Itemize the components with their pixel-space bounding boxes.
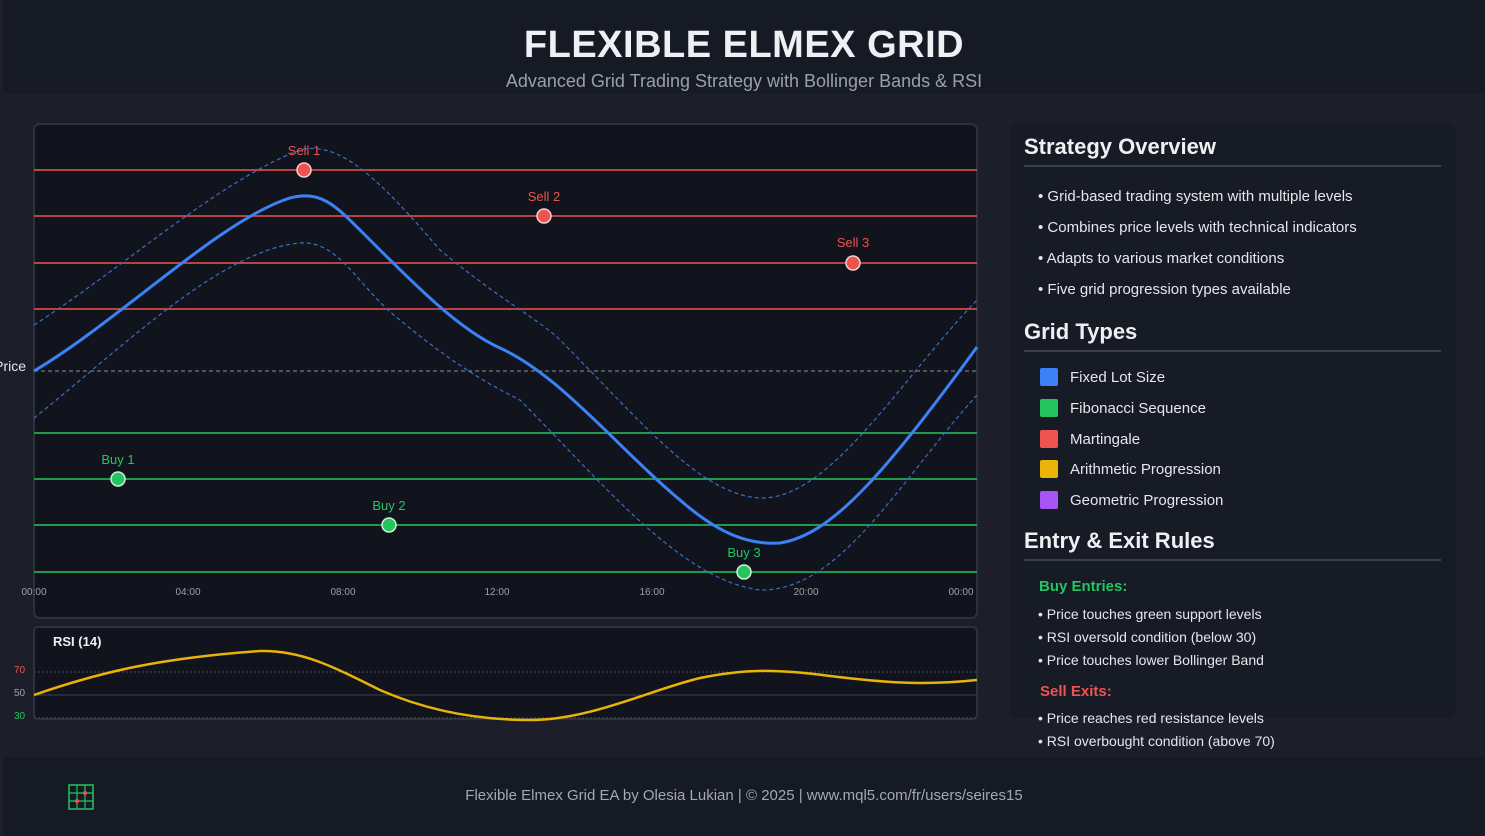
sell-marker[interactable] xyxy=(845,255,861,271)
buy-marker-label: Buy 3 xyxy=(727,545,760,560)
buy-entries-heading: Buy Entries: xyxy=(1039,578,1128,595)
sell-marker-label: Sell 1 xyxy=(288,143,321,158)
price-line xyxy=(33,194,979,545)
grid-types-heading: Grid Types xyxy=(1024,319,1441,352)
footer-text: Flexible Elmex Grid EA by Olesia Lukian … xyxy=(465,787,1023,804)
rsi-level-label: 50 xyxy=(14,688,26,699)
sell-rule: • Price reaches red resistance levels xyxy=(1038,710,1264,726)
buy-rule: • Price touches lower Bollinger Band xyxy=(1038,652,1264,668)
rsi-level-label: 70 xyxy=(14,665,26,676)
rsi-level-label: 30 xyxy=(14,711,26,722)
rsi-line xyxy=(33,649,978,722)
grid-type-label: Arithmetic Progression xyxy=(1070,460,1221,478)
color-swatch xyxy=(1040,491,1058,509)
grid-type-fibonacci: Fibonacci Sequence xyxy=(1040,399,1206,417)
grid-type-martingale: Martingale xyxy=(1040,430,1140,448)
grid-type-geometric: Geometric Progression xyxy=(1040,491,1223,509)
header: FLEXIBLE ELMEX GRID Advanced Grid Tradin… xyxy=(3,0,1485,93)
overview-item: • Adapts to various market conditions xyxy=(1038,250,1285,267)
info-panel xyxy=(1010,124,1456,718)
sell-marker-label: Sell 2 xyxy=(528,189,561,204)
buy-marker-label: Buy 1 xyxy=(101,452,134,467)
sell-marker-label: Sell 3 xyxy=(837,235,870,250)
time-tick-label: 00:00 xyxy=(21,587,46,598)
sell-marker[interactable] xyxy=(536,208,552,224)
grid-type-label: Fibonacci Sequence xyxy=(1070,399,1206,417)
color-swatch xyxy=(1040,368,1058,386)
time-tick-label: 04:00 xyxy=(175,587,200,598)
footer: Flexible Elmex Grid EA by Olesia Lukian … xyxy=(3,757,1485,836)
rsi-title: RSI (14) xyxy=(53,634,101,649)
rsi-panel-frame xyxy=(33,626,978,720)
color-swatch xyxy=(1040,399,1058,417)
sell-marker[interactable] xyxy=(296,162,312,178)
price-label: Price xyxy=(0,358,26,374)
page-title: FLEXIBLE ELMEX GRID xyxy=(523,24,965,66)
buy-rule: • Price touches green support levels xyxy=(1038,606,1262,622)
page-subtitle: Advanced Grid Trading Strategy with Boll… xyxy=(505,71,983,91)
color-swatch xyxy=(1040,460,1058,478)
lower-bollinger-band xyxy=(33,242,978,591)
time-tick-label: 20:00 xyxy=(793,587,818,598)
overview-item: • Grid-based trading system with multipl… xyxy=(1038,188,1353,205)
overview-item: • Combines price levels with technical i… xyxy=(1038,219,1357,236)
time-tick-label: 16:00 xyxy=(639,587,664,598)
time-tick-label: 00:00 xyxy=(948,587,973,598)
color-swatch xyxy=(1040,430,1058,448)
time-tick-label: 12:00 xyxy=(484,587,509,598)
sell-rule: • RSI overbought condition (above 70) xyxy=(1038,733,1275,749)
buy-marker-label: Buy 2 xyxy=(372,498,405,513)
grid-type-label: Fixed Lot Size xyxy=(1070,368,1166,386)
grid-type-arithmetic: Arithmetic Progression xyxy=(1040,460,1221,478)
strategy-overview-heading: Strategy Overview xyxy=(1024,134,1441,167)
buy-marker[interactable] xyxy=(381,517,397,533)
sell-exits-heading: Sell Exits: xyxy=(1040,683,1112,700)
buy-rule: • RSI oversold condition (below 30) xyxy=(1038,629,1257,645)
buy-marker[interactable] xyxy=(736,564,752,580)
overview-item: • Five grid progression types available xyxy=(1038,281,1291,298)
buy-marker[interactable] xyxy=(110,471,126,487)
grid-icon xyxy=(68,784,94,810)
time-tick-label: 08:00 xyxy=(330,587,355,598)
rules-heading: Entry & Exit Rules xyxy=(1024,528,1441,561)
grid-type-fixed-lot: Fixed Lot Size xyxy=(1040,368,1165,386)
grid-type-label: Martingale xyxy=(1070,430,1141,448)
grid-type-label: Geometric Progression xyxy=(1070,491,1224,509)
